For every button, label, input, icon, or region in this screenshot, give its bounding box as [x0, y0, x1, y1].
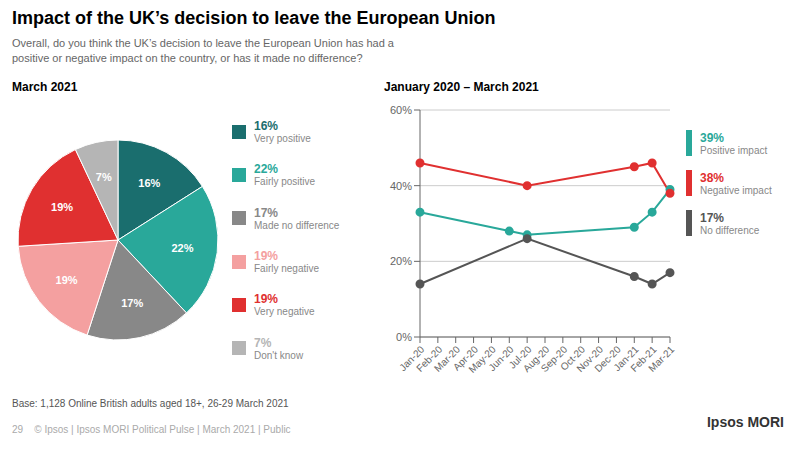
html-text:Very negative: Very negative: [254, 306, 315, 318]
html-text:Base: 1,128 Online British adu: Base: 1,128 Online British adults aged 1…: [12, 398, 289, 409]
svg-text:60%: 60%: [390, 104, 412, 116]
svg-text:19%: 19%: [51, 201, 73, 213]
html-text:Very positive: Very positive: [254, 133, 311, 145]
svg-text:22%: 22%: [171, 242, 193, 254]
svg-text:0%: 0%: [396, 331, 412, 343]
svg-text:Jul-20: Jul-20: [506, 343, 534, 371]
svg-text:May-20: May-20: [466, 343, 498, 375]
svg-text:Mar-20: Mar-20: [432, 343, 463, 374]
html-text:Made no difference: Made no difference: [254, 219, 340, 231]
html-text:19%: 19%: [254, 249, 278, 264]
html-text:19%: 19%: [254, 292, 278, 307]
html-text:Impact of the UK’s decision to: Impact of the UK’s decision to leave the…: [12, 8, 496, 28]
svg-text:Apr-20: Apr-20: [451, 343, 480, 373]
html-text:Ipsos MORI: Ipsos MORI: [707, 414, 784, 430]
html-text:17%: 17%: [700, 210, 724, 225]
svg-text:19%: 19%: [56, 274, 78, 286]
html-text:38%: 38%: [700, 170, 724, 185]
svg-text:Sep-20: Sep-20: [538, 343, 570, 375]
svg-text:17%: 17%: [121, 297, 143, 309]
svg-text:Jan-20: Jan-20: [397, 343, 427, 374]
svg-text:40%: 40%: [390, 180, 412, 192]
html-text:Fairly negative: Fairly negative: [254, 263, 319, 275]
html-text:16%: 16%: [254, 119, 278, 134]
svg-text:20%: 20%: [390, 255, 412, 267]
html-text:Positive impact: Positive impact: [700, 144, 768, 156]
svg-text:Mar-21: Mar-21: [646, 343, 676, 373]
html-text:Don't know: Don't know: [254, 349, 304, 361]
svg-text:Feb-21: Feb-21: [628, 343, 659, 374]
html-text:March 2021: March 2021: [12, 80, 78, 94]
svg-text:Nov-20: Nov-20: [574, 343, 605, 375]
svg-text:Dec-20: Dec-20: [592, 343, 623, 375]
html-text:7%: 7%: [254, 335, 272, 350]
svg-text:Jan-21: Jan-21: [611, 343, 641, 374]
svg-text:7%: 7%: [96, 171, 112, 183]
svg-text:Jun-20: Jun-20: [486, 343, 516, 374]
html-text:17%: 17%: [254, 205, 278, 220]
svg-text:Oct-20: Oct-20: [558, 343, 588, 373]
svg-text:Feb-20: Feb-20: [414, 343, 445, 374]
html-text:39%: 39%: [700, 130, 724, 145]
svg-text:Aug-20: Aug-20: [520, 343, 552, 375]
html-text:Fairly positive: Fairly positive: [254, 176, 316, 188]
html-text:29 © Ipsos | Ipsos MORI Politi: 29 © Ipsos | Ipsos MORI Political Pulse …: [12, 424, 291, 435]
html-text:January 2020 – March 2021: January 2020 – March 2021: [384, 80, 539, 94]
html-text:No difference: No difference: [700, 224, 760, 236]
html-text:22%: 22%: [254, 162, 278, 177]
svg-text:16%: 16%: [138, 177, 160, 189]
html-text:Overall, do you think the UK’s: Overall, do you think the UK’s decision …: [12, 37, 394, 65]
html-text:Negative impact: Negative impact: [700, 184, 772, 196]
